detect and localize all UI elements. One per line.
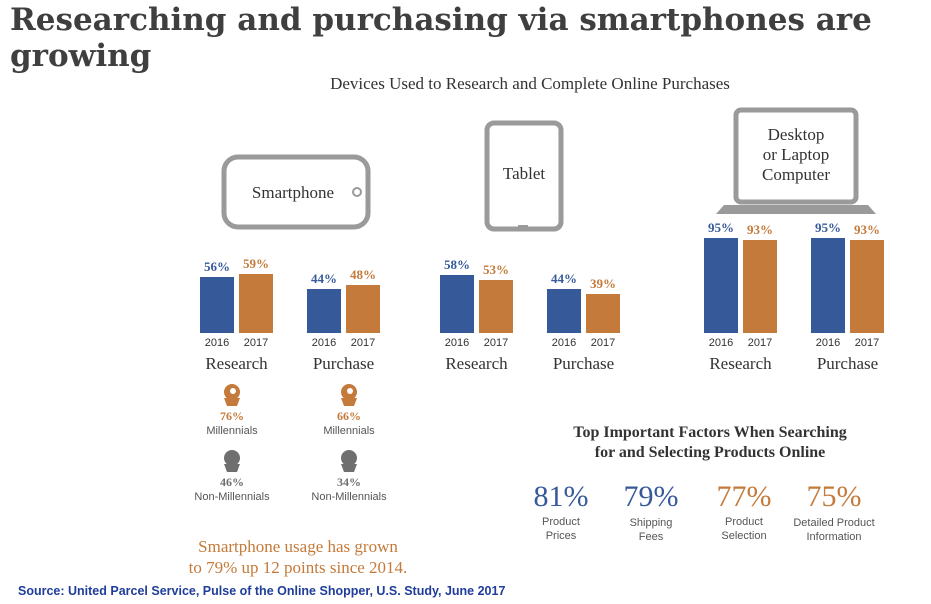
bar-smartphone-research-2016 [200,277,234,333]
value-label-smartphone-purchase-2016: 44% [311,271,337,286]
factor-label-information: Detailed Product Information [779,516,889,544]
factor-value-information: 75% [806,480,862,513]
value-label-tablet-purchase-2017: 39% [590,276,616,291]
factor-label-information-line-1: Detailed Product [793,517,875,529]
factors-title-line-1: Top Important Factors When Searching [573,424,847,441]
millennials-purchase-pct: 66% [337,409,361,423]
page-title: Researching and purchasing via smartphon… [10,2,872,74]
year-label-desktop-or-laptop-computer-research-2016: 2016 [709,337,733,349]
value-label-smartphone-research-2017: 59% [243,256,269,271]
value-label-tablet-research-2017: 53% [483,262,509,277]
year-label-smartphone-research-2017: 2017 [244,337,268,349]
factors-title: Top Important Factors When Searching for… [520,423,900,463]
factor-label-selection-line-2: Selection [721,530,767,542]
activity-label-smartphone-research: Research [205,354,268,373]
bars-layer: 56% 2016 59% 2017 Research 44% 2016 48% 2017 Purc… [200,220,884,373]
non-millennials-research-pct: 46% [220,475,244,489]
tablet-label: Tablet [503,164,546,183]
non-millennials-purchase-icon [341,450,357,472]
non-millennials-purchase-pct: 34% [337,475,361,489]
callout-line-1: Smartphone usage has grown [198,537,398,556]
millennials-research-icon [224,384,240,406]
activity-label-tablet-purchase: Purchase [553,354,614,373]
value-label-desktop-or-laptop-computer-research-2016: 95% [708,220,734,235]
activity-label-tablet-research: Research [445,354,508,373]
factor-label-prices: Product Prices [506,515,616,543]
year-label-tablet-research-2016: 2016 [445,337,469,349]
factor-label-shipping-line-2: Fees [638,531,664,543]
value-label-smartphone-purchase-2017: 48% [350,267,376,282]
activity-label-desktop-or-laptop-computer-research: Research [709,354,772,373]
bar-tablet-purchase-2017 [586,294,620,333]
laptop-icon: Desktop or Laptop Computer [716,107,876,214]
factor-label-shipping: Shipping Fees [596,516,706,544]
bar-tablet-research-2016 [440,275,474,333]
year-label-tablet-purchase-2016: 2016 [552,337,576,349]
factor-label-prices-line-1: Product [542,516,580,528]
value-label-desktop-or-laptop-computer-purchase-2016: 95% [815,220,841,235]
smartphone-icon: Smartphone [221,154,371,230]
bar-smartphone-purchase-2017 [346,285,380,333]
millennials-research-pct: 76% [220,409,244,423]
value-label-desktop-or-laptop-computer-purchase-2017: 93% [854,222,880,237]
value-label-smartphone-research-2016: 56% [204,259,230,274]
bar-desktop-or-laptop-computer-purchase-2017 [850,240,884,333]
factor-value-prices: 81% [533,480,589,513]
millennials-purchase-label: Millennials [323,425,375,437]
non-millennials-purchase-label: Non-Millennials [311,491,387,503]
year-label-smartphone-purchase-2017: 2017 [351,337,375,349]
factor-label-shipping-line-1: Shipping [629,517,673,529]
millennials-research-label: Millennials [206,425,258,437]
year-label-tablet-purchase-2017: 2017 [591,337,615,349]
value-label-tablet-research-2016: 58% [444,257,470,272]
bar-desktop-or-laptop-computer-research-2016 [704,238,738,333]
non-millennials-research-label: Non-Millennials [194,491,270,503]
tablet-icon: Tablet [484,120,564,232]
smartphone-label: Smartphone [252,183,334,202]
year-label-desktop-or-laptop-computer-research-2017: 2017 [748,337,772,349]
bar-desktop-or-laptop-computer-purchase-2016 [811,238,845,333]
factor-label-prices-line-2: Prices [545,530,577,542]
bar-smartphone-research-2017 [239,274,273,333]
factor-label-selection-line-1: Product [725,516,763,528]
bar-tablet-research-2017 [479,280,513,333]
year-label-tablet-research-2017: 2017 [484,337,508,349]
factors-title-line-2: for and Selecting Products Online [594,444,826,461]
value-label-desktop-or-laptop-computer-research-2017: 93% [747,222,773,237]
factor-value-shipping: 79% [623,480,679,513]
chart-title: Devices Used to Research and Complete On… [330,74,730,93]
bar-smartphone-purchase-2016 [307,289,341,333]
year-label-smartphone-purchase-2016: 2016 [312,337,336,349]
year-label-smartphone-research-2016: 2016 [205,337,229,349]
factor-label-selection: Product Selection [689,515,799,543]
computer-label-line-2: or Laptop [763,145,830,164]
year-label-desktop-or-laptop-computer-purchase-2017: 2017 [855,337,879,349]
millennials-purchase-icon [341,384,357,406]
smartphone-growth-callout: Smartphone usage has grown to 79% up 12 … [168,536,428,578]
computer-label-line-3: Computer [762,165,830,184]
source-note: Source: United Parcel Service, Pulse of … [18,584,506,598]
bar-desktop-or-laptop-computer-research-2017 [743,240,777,333]
computer-label-line-1: Desktop [768,125,825,144]
non-millennials-research-icon [224,450,240,472]
factor-label-information-line-2: Information [806,531,862,543]
factor-value-selection: 77% [716,480,772,513]
activity-label-smartphone-purchase: Purchase [313,354,374,373]
callout-line-2: to 79% up 12 points since 2014. [188,558,408,577]
bar-tablet-purchase-2016 [547,289,581,333]
year-label-desktop-or-laptop-computer-purchase-2016: 2016 [816,337,840,349]
value-label-tablet-purchase-2016: 44% [551,271,577,286]
activity-label-desktop-or-laptop-computer-purchase: Purchase [817,354,878,373]
